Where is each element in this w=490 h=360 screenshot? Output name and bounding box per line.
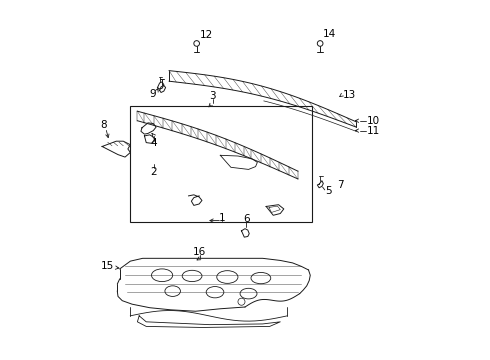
Text: 3: 3 bbox=[209, 91, 216, 102]
Text: 15: 15 bbox=[100, 261, 114, 271]
Text: 8: 8 bbox=[100, 120, 107, 130]
Text: 10: 10 bbox=[367, 116, 380, 126]
Text: 7: 7 bbox=[338, 180, 344, 190]
Text: 16: 16 bbox=[193, 247, 206, 257]
Text: 12: 12 bbox=[199, 30, 213, 40]
Text: 1: 1 bbox=[219, 213, 225, 223]
Text: 13: 13 bbox=[343, 90, 356, 100]
Text: 4: 4 bbox=[150, 138, 157, 148]
Text: 5: 5 bbox=[325, 186, 332, 196]
Text: 6: 6 bbox=[243, 214, 250, 224]
Text: 9: 9 bbox=[149, 89, 156, 99]
Text: 14: 14 bbox=[323, 29, 336, 39]
Text: 11: 11 bbox=[367, 126, 380, 136]
Text: 2: 2 bbox=[150, 167, 157, 176]
Bar bbox=[130, 106, 312, 222]
